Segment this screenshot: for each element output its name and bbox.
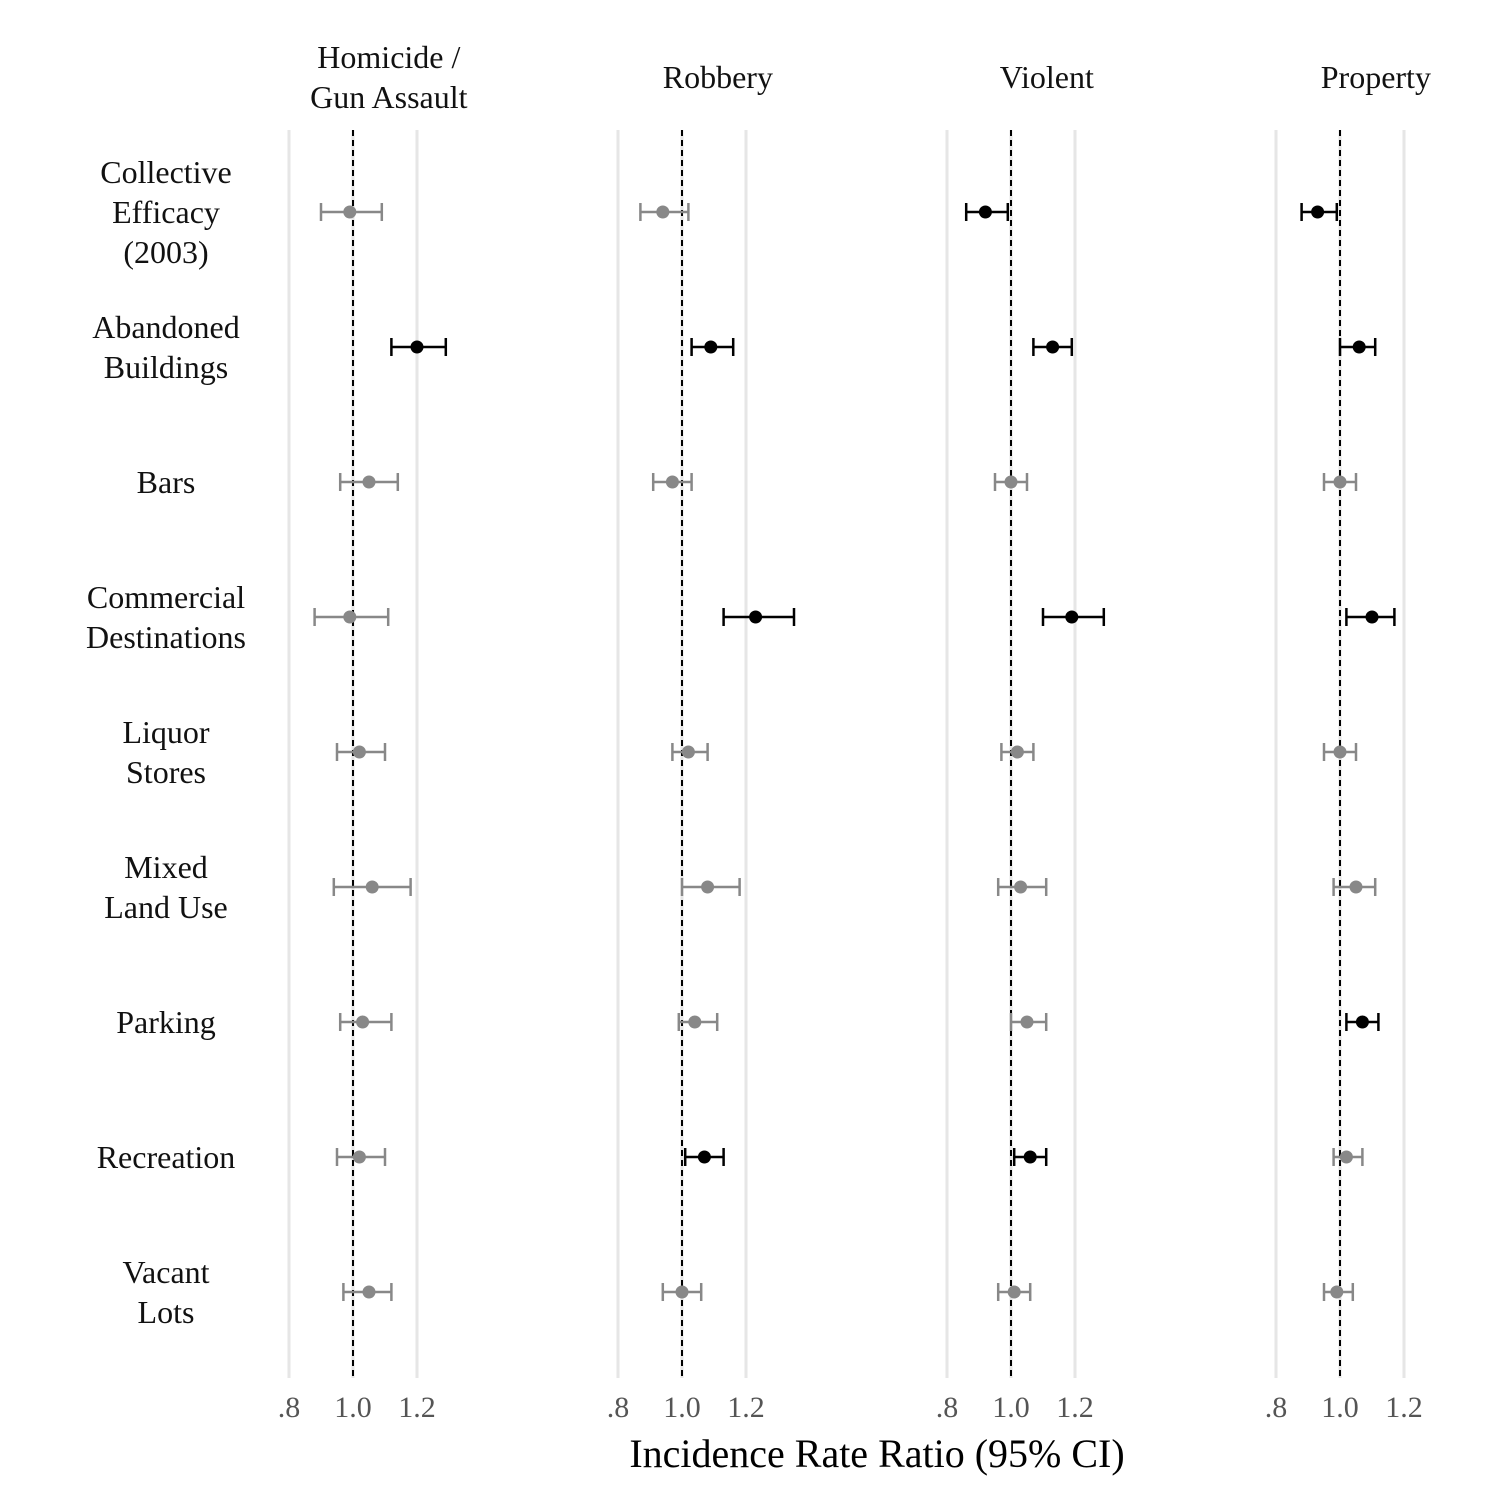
x-axis-title: Incidence Rate Ratio (95% CI) [629, 1431, 1124, 1476]
row-label: Bars [137, 464, 196, 500]
x-tick-label: .8 [607, 1391, 630, 1424]
row-label: Destinations [86, 619, 246, 655]
x-tick-label: 1.0 [1321, 1391, 1359, 1424]
point-estimate [410, 340, 424, 354]
point-estimate [749, 610, 763, 624]
panel-1: .8 1.0 1.2 Robbery [607, 59, 796, 1424]
row-label: Parking [116, 1004, 216, 1040]
point-estimate [362, 1285, 376, 1299]
row-label: Vacant [122, 1254, 209, 1290]
point-estimate [1046, 340, 1060, 354]
row-label: Stores [126, 754, 206, 790]
point-estimate [1355, 1015, 1369, 1029]
row-label: Commercial [87, 579, 245, 615]
point-estimate [1311, 205, 1325, 219]
panel-title: Property [1321, 59, 1431, 95]
x-tick-label: 1.0 [663, 1391, 701, 1424]
point-estimate [665, 475, 679, 489]
point-estimate [1014, 880, 1028, 894]
panel-title: Homicide / [317, 39, 460, 75]
point-estimate [681, 745, 695, 759]
x-tick-label: 1.2 [1056, 1391, 1094, 1424]
x-tick-label: 1.2 [727, 1391, 765, 1424]
point-estimate [1349, 880, 1363, 894]
point-estimate [365, 880, 379, 894]
x-tick-label: .8 [1265, 1391, 1288, 1424]
panel-title: Robbery [663, 59, 773, 95]
row-label: Collective [100, 154, 232, 190]
panels-layer: .8 1.0 1.2 Homicide / Gun Assault .8 1.0 1.2 Rob… [278, 39, 1431, 1424]
x-tick-label: 1.2 [1385, 1391, 1423, 1424]
point-estimate [697, 1150, 711, 1164]
row-labels-layer: Collective Efficacy (2003) Abandoned Buildin… [86, 154, 246, 1330]
panel-title: Violent [1000, 59, 1094, 95]
point-estimate [343, 610, 357, 624]
point-estimate [701, 880, 715, 894]
row-label: Recreation [97, 1139, 236, 1175]
row-label: (2003) [123, 234, 208, 270]
point-estimate [1020, 1015, 1034, 1029]
point-estimate [675, 1285, 689, 1299]
point-estimate [1007, 1285, 1021, 1299]
x-tick-label: 1.0 [334, 1391, 372, 1424]
panel-3: .8 1.0 1.2 Property [1265, 59, 1431, 1424]
point-estimate [1339, 1150, 1353, 1164]
point-estimate [978, 205, 992, 219]
point-estimate [356, 1015, 370, 1029]
point-estimate [1333, 745, 1347, 759]
row-label: Efficacy [112, 194, 220, 230]
point-estimate [1004, 475, 1018, 489]
point-estimate [352, 1150, 366, 1164]
x-tick-label: .8 [936, 1391, 959, 1424]
point-estimate [1333, 475, 1347, 489]
x-tick-label: .8 [278, 1391, 301, 1424]
point-estimate [1365, 610, 1379, 624]
point-estimate [688, 1015, 702, 1029]
point-estimate [343, 205, 357, 219]
point-estimate [362, 475, 376, 489]
point-estimate [352, 745, 366, 759]
row-label: Buildings [104, 349, 228, 385]
row-label: Land Use [104, 889, 228, 925]
point-estimate [1010, 745, 1024, 759]
panel-title: Gun Assault [310, 79, 467, 115]
point-estimate [656, 205, 670, 219]
point-estimate [1023, 1150, 1037, 1164]
point-estimate [1330, 1285, 1344, 1299]
x-tick-label: 1.0 [992, 1391, 1030, 1424]
panel-2: .8 1.0 1.2 Violent [936, 59, 1106, 1424]
point-estimate [1065, 610, 1079, 624]
row-label: Liquor [122, 714, 209, 750]
point-estimate [1352, 340, 1366, 354]
row-label: Abandoned [92, 309, 240, 345]
panel-0: .8 1.0 1.2 Homicide / Gun Assault [278, 39, 468, 1424]
row-label: Lots [138, 1294, 195, 1330]
x-tick-label: 1.2 [398, 1391, 436, 1424]
row-label: Mixed [124, 849, 208, 885]
point-estimate [704, 340, 718, 354]
